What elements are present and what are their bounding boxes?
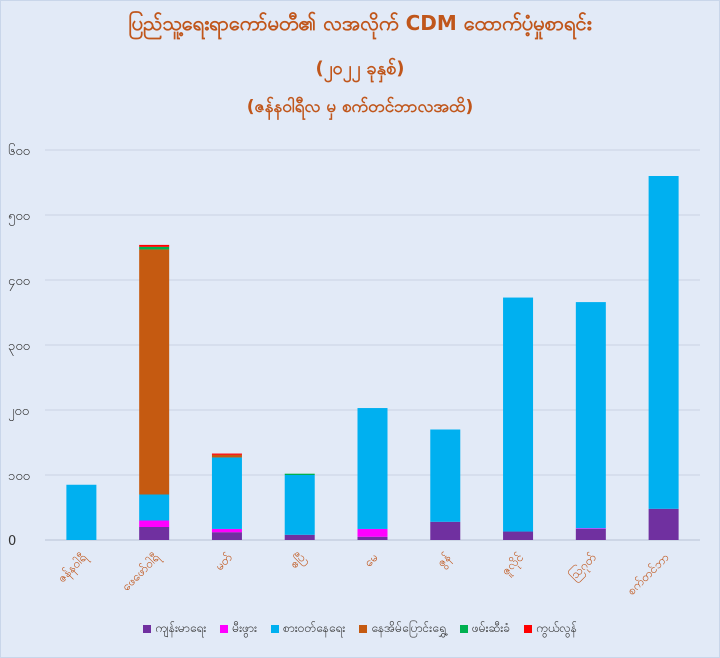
x-tick-label: ဖေဖော်ဝါရီ: [118, 549, 164, 595]
bar-segment: [357, 536, 388, 540]
bar-segment: [430, 521, 461, 540]
bar-segment: [503, 297, 534, 532]
legend-item: ကွယ်လွန်: [524, 620, 577, 638]
y-tick-label: ၆၀၀: [8, 143, 30, 159]
bar-segment: [139, 527, 170, 540]
bar-segment: [211, 454, 242, 458]
legend-label: ဖမ်းဆီးခံ: [471, 621, 510, 635]
bar-segment: [211, 528, 242, 533]
legend-item: စားဝတ်နေရေး: [271, 620, 345, 638]
x-tick-label: ဇူလိုင်: [498, 550, 528, 580]
legend-item: ကျန်းမာရေး: [143, 620, 206, 638]
legend: ကျန်းမာရေး မီးဖွား စားဝတ်နေရေး နေအိမ်ပြောင်…: [0, 620, 720, 638]
bar-segment: [139, 494, 170, 521]
bar-segment: [211, 532, 242, 540]
x-tick-label: ဇွန်: [433, 550, 455, 572]
bars: [66, 176, 679, 540]
bar-segment: [284, 473, 315, 475]
y-tick-label: 0: [8, 534, 16, 549]
bar-segment: [648, 508, 679, 540]
bar-segment: [503, 531, 534, 540]
legend-swatch: [271, 625, 280, 633]
bar-segment: [139, 244, 170, 247]
legend-swatch: [359, 625, 368, 633]
legend-label: မီးဖွား: [232, 621, 258, 635]
legend-item: မီးဖွား: [220, 620, 257, 638]
x-tick-label: မေ: [361, 550, 380, 569]
bar-segment: [357, 528, 388, 537]
bar-segment: [139, 520, 170, 527]
bar-segment: [575, 528, 606, 540]
bar-segment: [66, 484, 97, 540]
x-tick-labels: ဇန်နဝါရီ ဖေဖော်ဝါရီ မတ် ဧပြီ မေ ဇွန် ဇူလိုင် ဩဂ…: [54, 549, 672, 598]
legend-label: နေအိမ်ပြောင်းရွှေ့: [371, 621, 446, 635]
bar-segment: [284, 534, 315, 540]
x-tick-label: ဇန်နဝါရီ: [54, 549, 92, 587]
x-tick-label: စက်တင်ဘာ: [623, 550, 671, 598]
bar-segment: [211, 457, 242, 529]
bar-segment: [284, 475, 315, 535]
bar-segment: [575, 302, 606, 529]
bar-segment: [357, 408, 388, 529]
bar-segment: [575, 528, 606, 529]
x-tick-label: မတ်: [211, 550, 235, 574]
chart-title: ပြည်သူ့ရေးရာကော်မတီ၏ လအလိုက် CDM ထောက်ပံ…: [128, 11, 592, 35]
bar-segment: [430, 429, 461, 522]
chart-subtitle-period: (ဇန်နဝါရီလ မှ စက်တင်ဘာလအထိ): [246, 97, 474, 117]
legend-item: နေအိမ်ပြောင်းရွှေ့: [359, 620, 446, 638]
bar-segment: [139, 249, 170, 495]
y-tick-label: ၄၀၀: [8, 274, 30, 291]
legend-swatch: [220, 625, 229, 633]
legend-label: ကွယ်လွန်: [536, 621, 577, 635]
legend-swatch: [524, 625, 532, 633]
chart-subtitle: (၂၀၂၂ ခုနှစ်): [315, 58, 405, 79]
bar-segment: [211, 453, 242, 455]
legend-label: စားဝတ်နေရေး: [283, 621, 346, 635]
x-tick-label: ဧပြီ: [286, 549, 310, 573]
legend-label: ကျန်းမာရေး: [155, 621, 207, 635]
legend-swatch: [143, 625, 152, 633]
y-tick-label: ၁၀၀: [8, 469, 30, 484]
legend-item: ဖမ်းဆီးခံ: [459, 620, 510, 638]
y-tick-label: ၃၀၀: [8, 339, 30, 356]
bar-segment: [648, 176, 679, 509]
x-tick-label: ဩဂုတ်: [565, 549, 601, 585]
y-tick-labels: 0 ၁၀၀ ၂၀၀ ၃၀၀ ၄၀၀ ၅၀၀ ၆၀၀: [8, 143, 30, 549]
legend-swatch: [459, 625, 468, 633]
y-tick-label: ၅၀၀: [8, 209, 30, 226]
y-tick-label: ၂၀၀: [8, 404, 29, 421]
bar-segment: [139, 246, 170, 250]
